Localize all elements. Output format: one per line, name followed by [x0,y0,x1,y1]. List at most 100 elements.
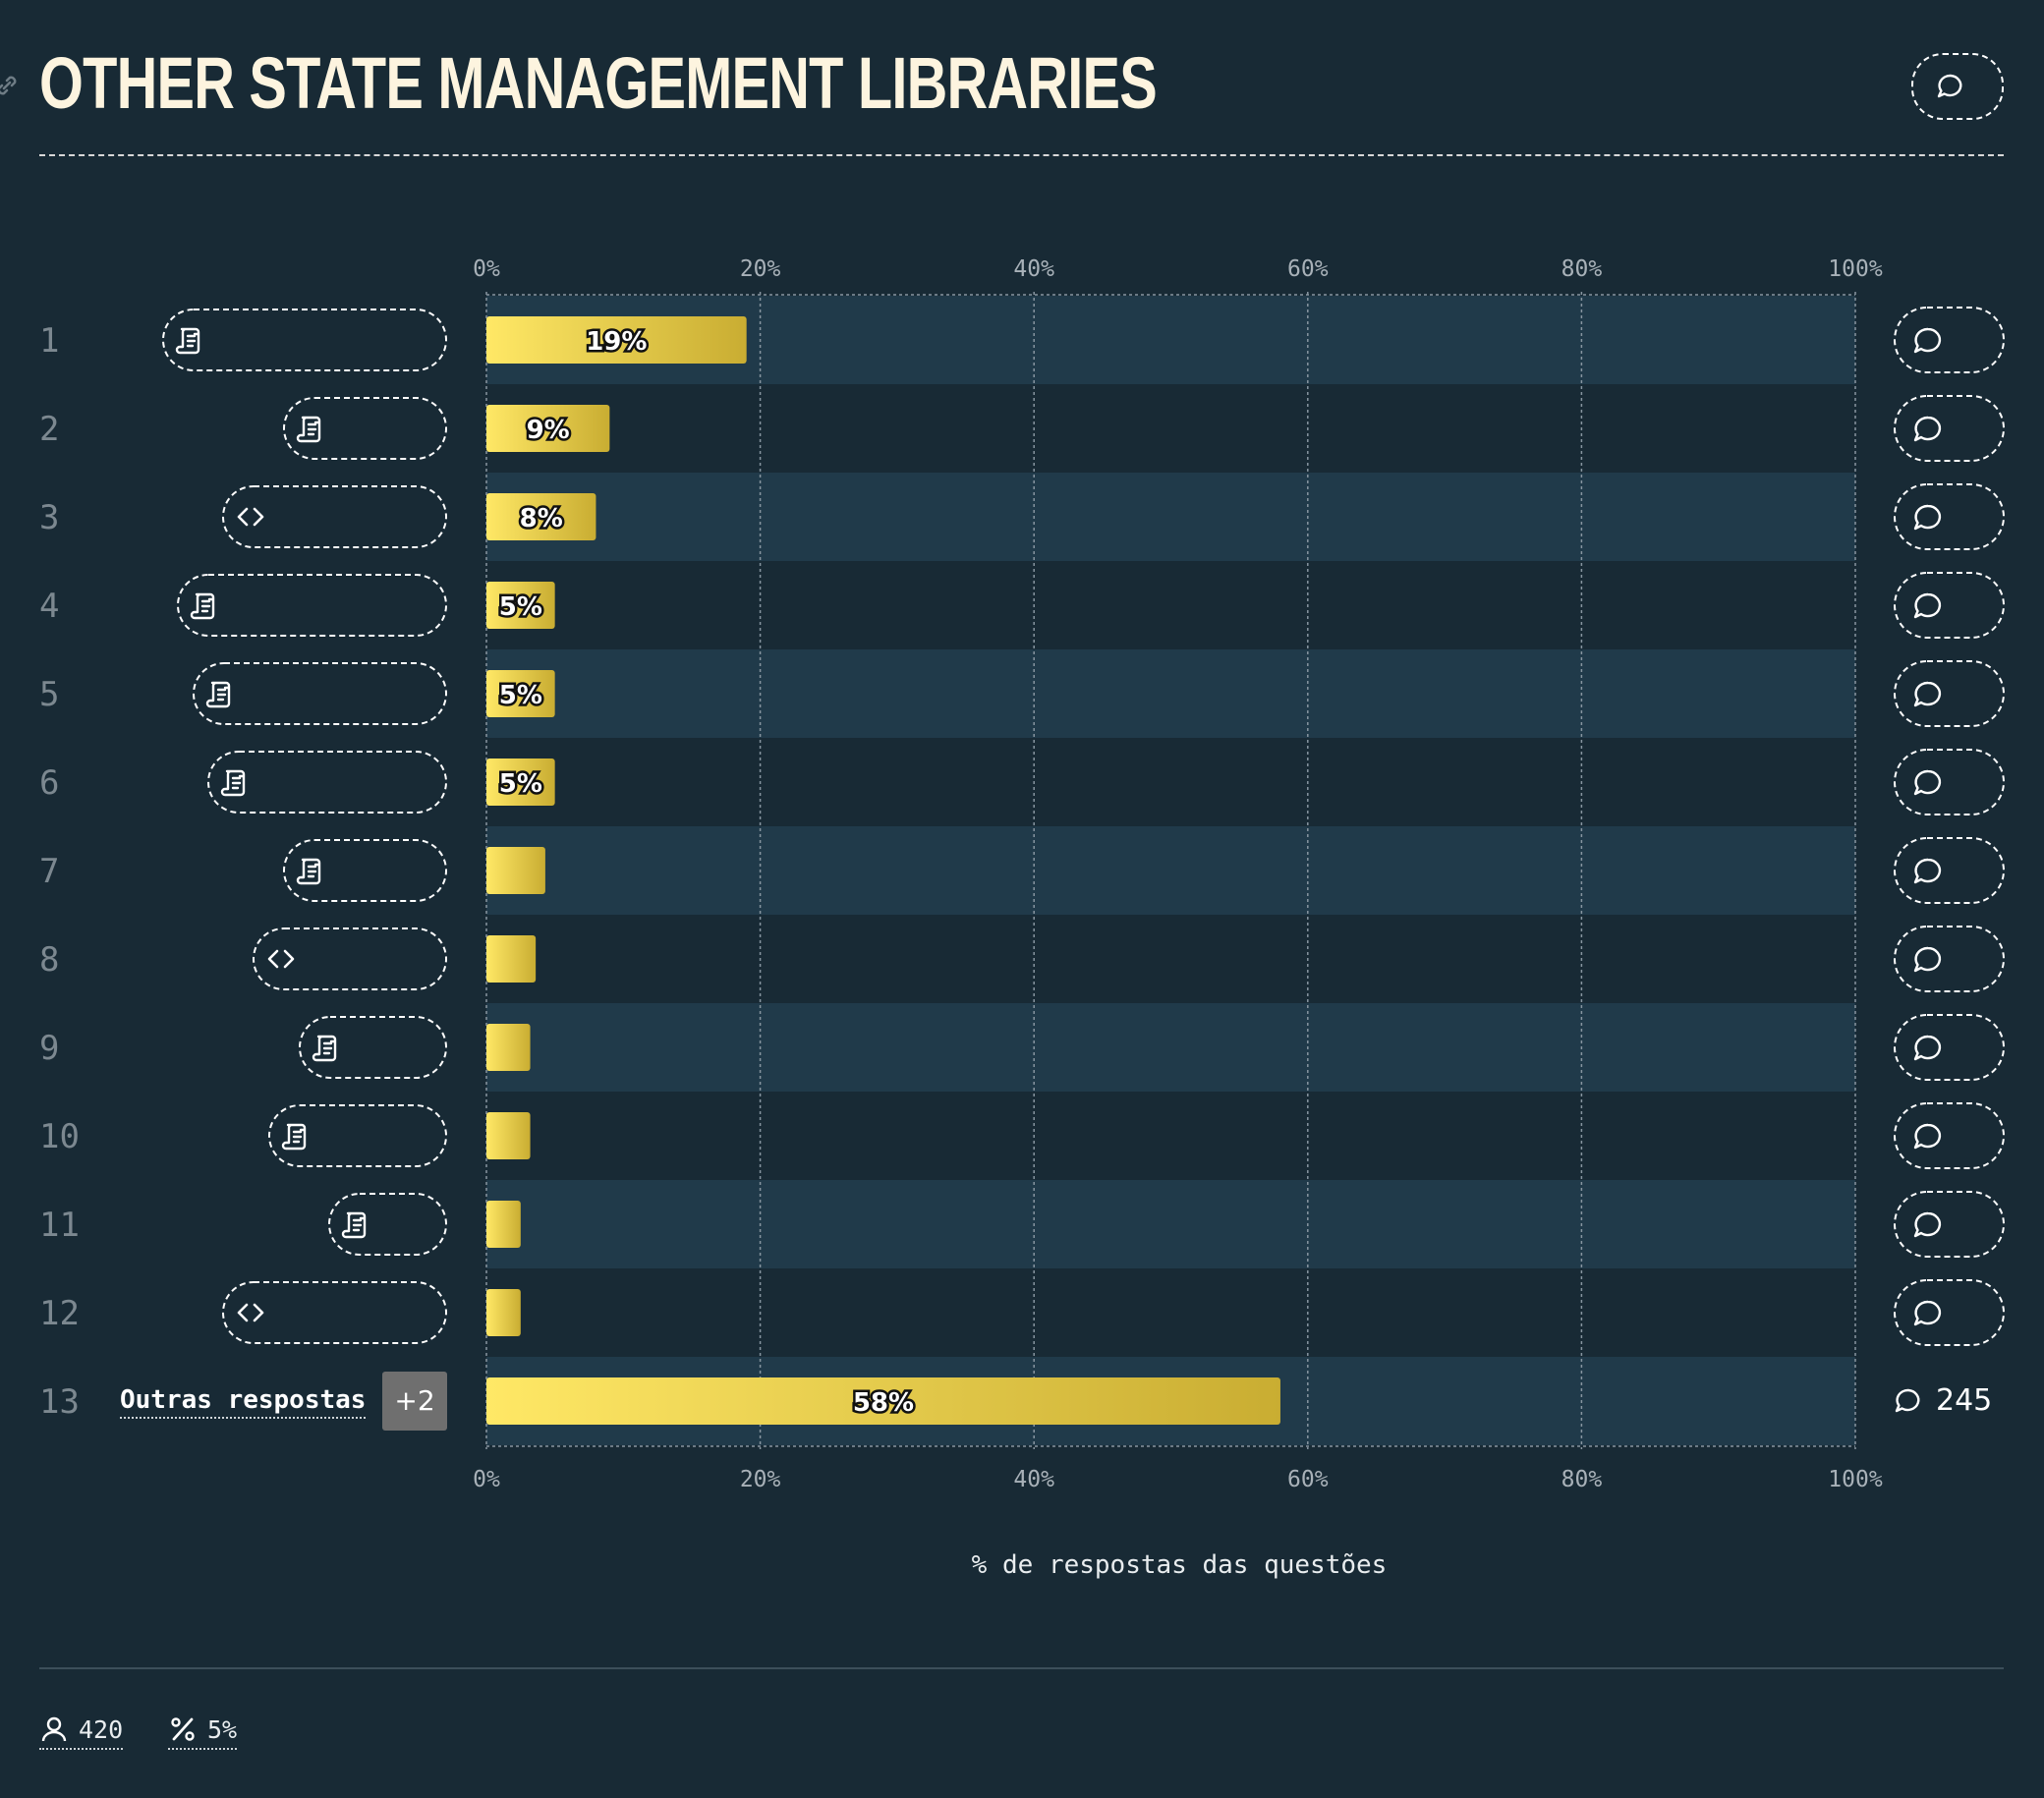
comment-icon [1913,416,1942,442]
bar-value-label: 58% [853,1388,914,1418]
comment-icon [1895,1388,1920,1412]
document-icon [220,769,246,797]
bar[interactable] [486,935,537,983]
row-band [486,473,1855,561]
item-name-button[interactable] [268,1104,447,1167]
item-pill-outline [299,1016,447,1079]
chart-row: 5 5% [39,660,2005,727]
bar[interactable] [486,759,555,806]
item-pill-outline [268,1104,447,1167]
x-axis-label: % de respostas das questões [971,1550,1388,1580]
bar[interactable] [486,405,610,452]
item-name-button[interactable] [253,927,447,990]
bar-value-label: 9% [527,416,570,445]
document-icon [281,1123,307,1151]
item-name-button[interactable] [283,397,447,460]
respondents-stat[interactable]: 420 [39,1714,124,1750]
document-icon [296,858,321,885]
comment-icon [1913,858,1942,884]
row-comment-button[interactable] [1894,1191,2005,1258]
comment-pill-outline [1894,572,2005,639]
item-pill-outline [222,1281,447,1344]
chart-row: 9 [39,1014,2005,1081]
row-comment-button[interactable] [1894,1279,2005,1346]
row-comment-button[interactable] [1894,483,2005,550]
row-comment-button[interactable] [1894,1014,2005,1081]
code-icon [267,949,295,969]
x-tick-label-top: 40% [1013,256,1054,282]
chart-row: 13 58% [39,1377,1280,1425]
percent-value: 5% [207,1714,238,1744]
item-name-button[interactable] [177,574,447,637]
bar[interactable] [486,1024,531,1071]
bar[interactable] [486,1377,1280,1425]
other-answers-link[interactable]: Outras respostas [120,1385,367,1419]
row-rank: 1 [39,321,59,361]
row-rank: 9 [39,1029,59,1068]
comment-icon [1913,946,1942,973]
row-comment-button[interactable] [1894,395,2005,462]
x-tick-label-bottom: 20% [740,1467,781,1492]
title-comment-button[interactable] [1911,53,2004,120]
row-rank: 13 [39,1382,80,1422]
item-name-button[interactable] [222,485,447,548]
chart-row: 4 5% [39,572,2005,639]
bar[interactable] [486,493,596,540]
x-tick-label-bottom: 80% [1561,1467,1603,1492]
row-rank: 10 [39,1117,80,1156]
other-answers-count-badge[interactable]: +2 [382,1372,447,1431]
row-comment-button[interactable] [1894,1102,2005,1169]
row-comment-button[interactable] [1894,749,2005,815]
item-name-button[interactable] [193,662,447,725]
footer-divider [39,1667,2004,1669]
bar[interactable] [486,847,545,894]
x-tick-label-bottom: 40% [1013,1467,1054,1492]
bar[interactable] [486,670,555,717]
item-name-button[interactable] [222,1281,447,1344]
bar[interactable] [486,1201,521,1248]
percent-icon [171,1717,195,1741]
row-comment-button[interactable] [1894,572,2005,639]
document-icon [296,416,321,443]
item-name-button[interactable] [283,839,447,902]
page-title: OTHER STATE MANAGEMENT LIBRARIES [39,42,1158,124]
x-tick-label-top: 80% [1561,256,1603,282]
document-icon [312,1035,337,1062]
link-icon[interactable] [0,73,20,98]
comment-icon [1913,769,1942,796]
code-icon [237,507,264,527]
comment-pill-outline [1894,660,2005,727]
item-name-button[interactable] [162,309,447,371]
bar-value-label: 19% [586,327,647,357]
row-comment-button[interactable] [1894,307,2005,373]
row-rank: 7 [39,852,59,891]
bar[interactable] [486,1289,521,1336]
other-answers-comments[interactable]: 245 [1893,1383,1992,1418]
item-name-button[interactable] [207,751,447,814]
row-comment-button[interactable] [1894,660,2005,727]
bar[interactable] [486,316,747,364]
x-tick-label-bottom: 0% [473,1467,500,1492]
document-icon [190,592,215,620]
item-pill-outline [193,662,447,725]
row-comment-button[interactable] [1894,837,2005,904]
chart-row: 8 [39,926,2005,992]
row-rank: 12 [39,1294,80,1333]
item-name-button[interactable] [328,1193,447,1256]
comment-icon [1913,681,1942,707]
item-name-button[interactable] [299,1016,447,1079]
chart-row: 6 5% [39,749,2005,815]
item-pill-outline [328,1193,447,1256]
item-pill-outline [283,397,447,460]
bar[interactable] [486,1112,531,1159]
chart-row: 7 [39,837,2005,904]
row-comment-button[interactable] [1894,926,2005,992]
x-tick-label-bottom: 60% [1287,1467,1329,1492]
item-pill-outline [222,485,447,548]
bar[interactable] [486,582,555,629]
row-band [486,1003,1855,1092]
percent-stat[interactable]: 5% [168,1714,238,1750]
item-pill-outline [253,927,447,990]
comment-pill-outline [1894,837,2005,904]
